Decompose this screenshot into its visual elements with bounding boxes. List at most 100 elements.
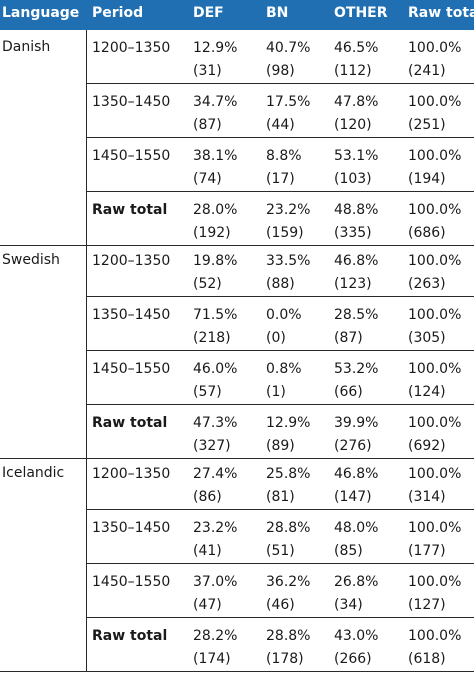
- header-bn: BN: [266, 5, 289, 21]
- bn-cell: 17.5% (44): [266, 91, 310, 137]
- percent-value: 27.4%: [193, 466, 238, 482]
- other-cell: 47.8% (120): [334, 91, 378, 137]
- percent-value: 100.0%: [408, 202, 462, 218]
- def-cell: 28.2% (174): [193, 625, 237, 671]
- percent-value: 100.0%: [408, 361, 462, 377]
- column-separator: [86, 30, 87, 672]
- percent-value: 46.8%: [334, 466, 379, 482]
- count-value: (46): [266, 597, 295, 613]
- table-row: 1200–1350 27.4% (86) 25.8% (81) 46.8% (147) 100…: [0, 456, 474, 522]
- bn-cell: 0.8% (1): [266, 358, 302, 404]
- row-divider: [86, 563, 474, 564]
- other-cell: 53.2% (66): [334, 358, 378, 404]
- percent-value: 53.2%: [334, 361, 379, 377]
- def-cell: 46.0% (57): [193, 358, 237, 404]
- percent-value: 100.0%: [408, 40, 462, 56]
- raw-cell: 100.0% (241): [408, 37, 461, 83]
- table-row: Raw total 47.3% (327) 12.9% (89) 39.9% (276) 10…: [0, 405, 474, 471]
- percent-value: 100.0%: [408, 253, 462, 269]
- count-value: (276): [334, 438, 372, 454]
- percent-value: 40.7%: [266, 40, 311, 56]
- count-value: (112): [334, 63, 372, 79]
- percent-value: 100.0%: [408, 94, 462, 110]
- count-value: (305): [408, 330, 446, 346]
- other-cell: 46.8% (147): [334, 463, 378, 509]
- count-value: (44): [266, 117, 295, 133]
- count-value: (251): [408, 117, 446, 133]
- bn-cell: 0.0% (0): [266, 304, 302, 350]
- count-value: (266): [334, 651, 372, 667]
- row-divider: [86, 296, 474, 297]
- row-divider: [86, 404, 474, 405]
- raw-cell: 100.0% (124): [408, 358, 461, 404]
- count-value: (51): [266, 543, 295, 559]
- percent-value: 28.8%: [266, 628, 311, 644]
- count-value: (218): [193, 330, 231, 346]
- count-value: (327): [193, 438, 231, 454]
- header-def: DEF: [193, 5, 224, 21]
- bn-cell: 40.7% (98): [266, 37, 310, 83]
- other-cell: 28.5% (87): [334, 304, 378, 350]
- table-row: Raw total 28.0% (192) 23.2% (159) 48.8% (335) 1…: [0, 192, 474, 258]
- percent-value: 34.7%: [193, 94, 238, 110]
- count-value: (17): [266, 171, 295, 187]
- percent-value: 19.8%: [193, 253, 238, 269]
- other-cell: 46.8% (123): [334, 250, 378, 296]
- other-cell: 53.1% (103): [334, 145, 378, 191]
- percent-value: 0.8%: [266, 361, 302, 377]
- count-value: (31): [193, 63, 222, 79]
- count-value: (87): [334, 330, 363, 346]
- language-label: Danish: [2, 39, 51, 55]
- bn-cell: 28.8% (51): [266, 517, 310, 563]
- percent-value: 100.0%: [408, 574, 462, 590]
- count-value: (124): [408, 384, 446, 400]
- count-value: (74): [193, 171, 222, 187]
- count-value: (52): [193, 276, 222, 292]
- percent-value: 23.2%: [193, 520, 238, 536]
- count-value: (1): [266, 384, 286, 400]
- percent-value: 36.2%: [266, 574, 311, 590]
- bn-cell: 8.8% (17): [266, 145, 302, 191]
- table-row: Raw total 28.2% (174) 28.8% (178) 43.0% (266) 1…: [0, 618, 474, 684]
- percent-value: 100.0%: [408, 415, 462, 431]
- def-cell: 28.0% (192): [193, 199, 237, 245]
- percent-value: 100.0%: [408, 628, 462, 644]
- percent-value: 48.8%: [334, 202, 379, 218]
- count-value: (241): [408, 63, 446, 79]
- other-cell: 48.8% (335): [334, 199, 378, 245]
- count-value: (159): [266, 225, 304, 241]
- other-cell: 43.0% (266): [334, 625, 378, 671]
- bn-cell: 28.8% (178): [266, 625, 310, 671]
- percent-value: 17.5%: [266, 94, 311, 110]
- table-row: 1450–1550 46.0% (57) 0.8% (1) 53.2% (66) 100.0%…: [0, 351, 474, 417]
- raw-cell: 100.0% (305): [408, 304, 461, 350]
- period-cell: 1350–1450: [92, 520, 171, 536]
- other-cell: 48.0% (85): [334, 517, 378, 563]
- table-row: 1350–1450 34.7% (87) 17.5% (44) 47.8% (120) 100…: [0, 84, 474, 150]
- count-value: (335): [334, 225, 372, 241]
- def-cell: 47.3% (327): [193, 412, 237, 458]
- row-divider: [86, 191, 474, 192]
- def-cell: 34.7% (87): [193, 91, 237, 137]
- raw-cell: 100.0% (686): [408, 199, 461, 245]
- period-cell: 1200–1350: [92, 466, 171, 482]
- language-label: Icelandic: [2, 465, 65, 481]
- raw-cell: 100.0% (263): [408, 250, 461, 296]
- percent-value: 46.0%: [193, 361, 238, 377]
- def-cell: 27.4% (86): [193, 463, 237, 509]
- raw-cell: 100.0% (692): [408, 412, 461, 458]
- raw-cell: 100.0% (314): [408, 463, 461, 509]
- bn-cell: 12.9% (89): [266, 412, 310, 458]
- percent-value: 12.9%: [193, 40, 238, 56]
- raw-cell: 100.0% (177): [408, 517, 461, 563]
- percent-value: 8.8%: [266, 148, 302, 164]
- percent-value: 100.0%: [408, 307, 462, 323]
- count-value: (47): [193, 597, 222, 613]
- count-value: (178): [266, 651, 304, 667]
- percent-value: 46.5%: [334, 40, 379, 56]
- count-value: (123): [334, 276, 372, 292]
- raw-total-label: Raw total: [92, 202, 168, 218]
- count-value: (88): [266, 276, 295, 292]
- raw-total-label: Raw total: [92, 628, 168, 644]
